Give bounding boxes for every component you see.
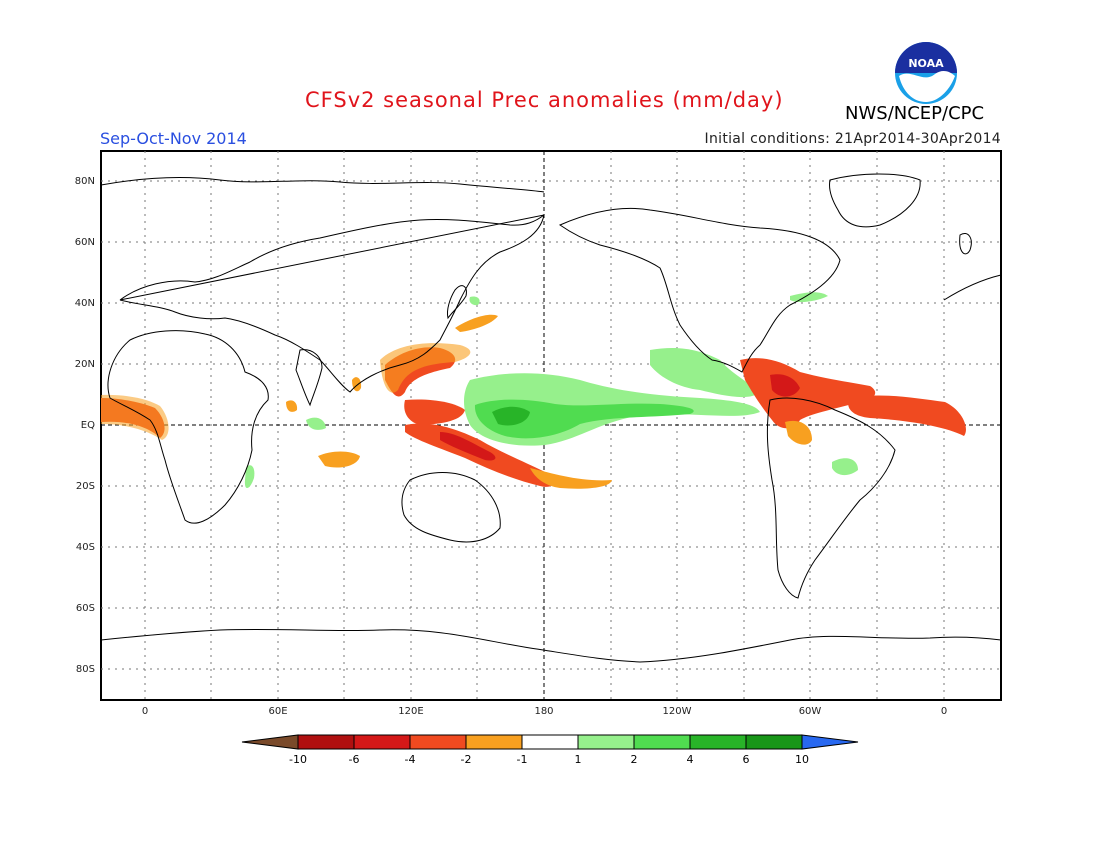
lat-labels: 80N 60N 40N 20N EQ 20S 40S 60S 80S xyxy=(75,176,95,675)
strong-positive-anomaly xyxy=(474,399,694,439)
colorbar-tick: -10 xyxy=(289,753,307,766)
negative-anomaly-arabian-sea xyxy=(286,400,298,412)
lat-label: 20S xyxy=(76,481,95,492)
colorbar-tick: -2 xyxy=(461,753,472,766)
lat-label: 40N xyxy=(75,298,95,309)
lon-label: 0 xyxy=(142,706,148,717)
colorbar-segment xyxy=(297,734,355,750)
initial-conditions-label: Initial conditions: 21Apr2014-30Apr2014 xyxy=(704,131,1001,147)
anomaly-fields xyxy=(101,292,966,489)
greenland-outline xyxy=(829,173,921,228)
lon-label: 0 xyxy=(941,706,947,717)
colorbar-tick: 10 xyxy=(795,753,809,766)
colorbar-tick: 1 xyxy=(575,753,582,766)
colorbar-tick: -4 xyxy=(405,753,416,766)
colorbar-tick: 4 xyxy=(687,753,694,766)
colorbar-segment xyxy=(633,734,691,750)
negative-anomaly-atlantic-east xyxy=(848,395,966,436)
colorbar-segment xyxy=(745,734,803,750)
india-outline xyxy=(295,349,323,407)
colorbar: -10 -6 -4 -2 -1 1 2 4 6 10 xyxy=(241,734,859,766)
colorbar-segment xyxy=(689,734,747,750)
lat-label: EQ xyxy=(81,420,95,431)
negative-anomaly-south-america-north xyxy=(785,420,812,445)
core-positive-anomaly xyxy=(492,406,530,426)
antarctica-outline xyxy=(100,628,1002,663)
colorbar-segment xyxy=(577,734,635,750)
arctic-coast xyxy=(100,177,545,193)
europe-east-outline xyxy=(943,274,1002,301)
positive-anomaly-brazil xyxy=(832,458,858,476)
lat-label: 80S xyxy=(76,664,95,675)
colorbar-segment xyxy=(353,734,411,750)
noaa-logo: NOAA xyxy=(895,42,957,104)
lat-label: 60N xyxy=(75,237,95,248)
page-title: CFSv2 seasonal Prec anomalies (mm/day) xyxy=(305,88,784,112)
positive-anomaly-africa-east xyxy=(306,417,326,430)
positive-anomaly-madagascar xyxy=(244,465,255,489)
colorbar-segment xyxy=(521,734,579,750)
colorbar-high-arrow xyxy=(801,734,859,750)
season-label: Sep-Oct-Nov 2014 xyxy=(100,129,247,148)
noaa-logo-text: NOAA xyxy=(908,57,944,70)
positive-anomaly-eastern-pacific xyxy=(650,348,760,398)
lon-label: 180 xyxy=(534,706,553,717)
north-america-outline xyxy=(558,207,841,373)
lat-label: 20N xyxy=(75,359,95,370)
australia-outline xyxy=(401,472,501,543)
colorbar-segment xyxy=(409,734,467,750)
colorbar-tick: 2 xyxy=(631,753,638,766)
negative-anomaly-spcz-outer xyxy=(530,468,612,489)
south-america-outline xyxy=(766,397,896,599)
europe-asia-outline xyxy=(119,214,545,393)
lon-label: 120W xyxy=(663,706,692,717)
coastlines xyxy=(100,173,1002,663)
negative-anomaly-indian-ocean xyxy=(318,451,360,468)
japan-outline xyxy=(447,285,467,320)
africa-outline xyxy=(107,330,269,524)
lon-label: 120E xyxy=(398,706,423,717)
lon-labels: 0 60E 120E 180 120W 60W 0 xyxy=(142,706,947,717)
negative-anomaly-philippines-outer xyxy=(380,343,471,393)
colorbar-tick: 6 xyxy=(743,753,750,766)
lat-label: 60S xyxy=(76,603,95,614)
colorbar-segment xyxy=(465,734,523,750)
colorbar-low-arrow xyxy=(241,734,299,750)
lon-label: 60E xyxy=(268,706,287,717)
negative-anomaly-spcz-core xyxy=(440,432,496,461)
negative-anomaly-maritime-continent xyxy=(404,399,465,425)
colorbar-tick: -6 xyxy=(349,753,360,766)
uk-outline xyxy=(959,233,972,255)
lon-label: 60W xyxy=(799,706,822,717)
negative-anomaly-central-america-core xyxy=(770,374,800,397)
colorbar-tick: -1 xyxy=(517,753,528,766)
agency-label: NWS/NCEP/CPC xyxy=(845,103,985,124)
lat-label: 80N xyxy=(75,176,95,187)
lat-label: 40S xyxy=(76,542,95,553)
negative-anomaly-atlantic-west-africa-dup xyxy=(101,394,169,440)
positive-anomaly-north-america xyxy=(469,296,480,306)
negative-anomaly-north-pacific xyxy=(455,314,498,332)
